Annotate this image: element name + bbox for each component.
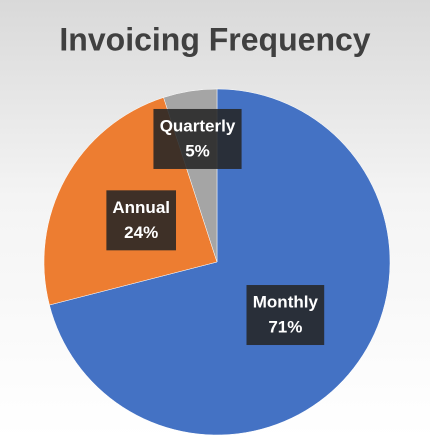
label-category: Quarterly	[160, 116, 236, 135]
chart-title: Invoicing Frequency	[59, 21, 370, 57]
data-label: Annual 24%	[106, 190, 177, 251]
label-box	[106, 190, 177, 251]
label-box	[153, 108, 242, 169]
data-label: Monthly 71%	[246, 285, 325, 346]
label-value: 5%	[185, 141, 210, 160]
label-category: Monthly	[253, 293, 319, 312]
label-value: 24%	[124, 223, 158, 242]
label-category: Annual	[112, 198, 170, 217]
label-value: 71%	[268, 318, 302, 337]
data-label: Quarterly 5%	[153, 108, 242, 169]
label-box	[246, 285, 325, 346]
pie-slice	[49, 88, 391, 436]
